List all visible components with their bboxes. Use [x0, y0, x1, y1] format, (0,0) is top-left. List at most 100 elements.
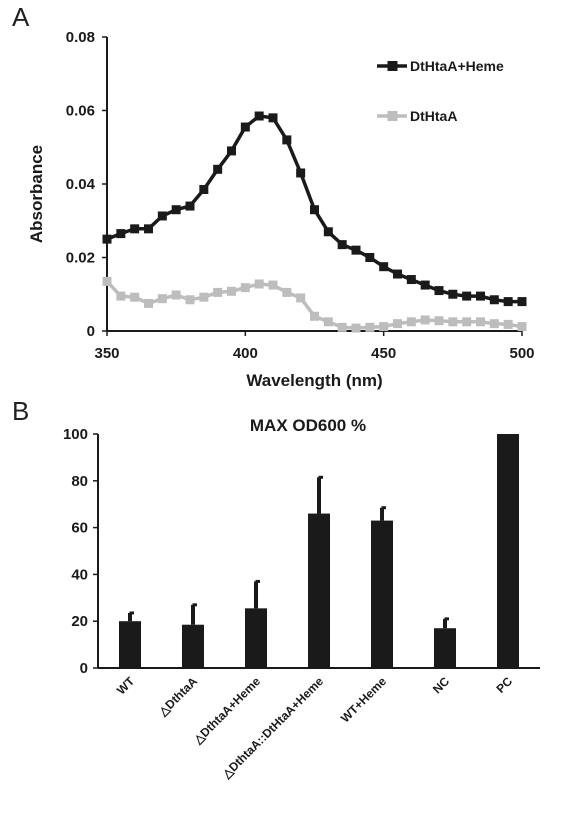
- y-tick-label: 60: [71, 520, 88, 537]
- x-tick-label: 350: [94, 345, 119, 362]
- data-point: [282, 287, 292, 297]
- data-point: [337, 240, 347, 250]
- data-point: [130, 292, 140, 302]
- data-point: [379, 322, 389, 332]
- y-tick-label: 0.06: [66, 103, 95, 120]
- y-tick-label: 0.08: [66, 29, 95, 46]
- data-point: [130, 224, 140, 234]
- data-point: [240, 283, 250, 293]
- data-point: [420, 315, 430, 325]
- data-point: [434, 316, 444, 326]
- category-label: WT: [114, 674, 138, 698]
- data-point: [365, 253, 375, 262]
- data-point: [448, 317, 458, 327]
- data-point: [199, 185, 209, 195]
- y-tick-label: 40: [71, 566, 88, 583]
- legend-swatch-marker: [387, 61, 398, 71]
- y-tick-label: 0: [80, 660, 88, 677]
- data-point: [517, 322, 527, 332]
- data-point: [240, 122, 250, 132]
- data-point: [157, 294, 167, 304]
- data-point: [144, 298, 153, 308]
- data-point: [268, 280, 278, 290]
- data-point: [323, 227, 333, 237]
- data-point: [157, 211, 167, 221]
- bar: [371, 520, 393, 668]
- category-label: WT+Heme: [338, 674, 389, 725]
- data-point: [406, 317, 416, 327]
- data-point: [144, 224, 153, 234]
- data-point: [379, 262, 389, 272]
- data-point: [282, 135, 292, 145]
- category-label: △DthtaA: [155, 674, 200, 719]
- data-point: [351, 323, 361, 333]
- data-point: [171, 205, 181, 215]
- data-point: [213, 164, 223, 174]
- x-axis-title: Wavelength (nm): [246, 371, 382, 390]
- data-point: [310, 311, 319, 321]
- bar: [119, 621, 141, 668]
- data-point: [185, 201, 195, 211]
- data-point: [476, 317, 485, 327]
- data-point: [102, 276, 112, 286]
- data-point: [296, 293, 306, 303]
- data-point: [199, 292, 209, 302]
- data-point: [351, 245, 361, 255]
- data-point: [337, 322, 347, 332]
- panel-letter-a: A: [12, 2, 30, 32]
- data-point: [365, 322, 375, 332]
- data-point: [116, 291, 126, 301]
- data-point: [116, 229, 126, 239]
- data-point: [227, 286, 236, 296]
- data-point: [448, 289, 458, 299]
- data-point: [254, 111, 264, 121]
- legend-swatch-marker: [387, 111, 398, 121]
- data-point: [476, 291, 485, 301]
- y-tick-label: 20: [71, 613, 88, 630]
- y-axis-title: Absorbance: [27, 145, 46, 243]
- absorbance-spectrum-chart: 0 0.02 0.04 0.06 0.08 350 400 450 500 Wavelength …: [27, 29, 535, 390]
- x-tick-label: 500: [509, 345, 534, 362]
- data-point: [462, 317, 472, 327]
- data-point: [406, 275, 416, 285]
- data-point: [102, 234, 112, 244]
- panel-letter-b: B: [12, 396, 29, 426]
- y-tick-label: 0: [87, 323, 95, 340]
- data-point: [227, 146, 236, 156]
- data-point: [517, 297, 527, 307]
- y-tick-label: 0.04: [66, 176, 96, 193]
- data-point: [393, 319, 402, 329]
- legend-label: DtHtaA: [410, 108, 457, 124]
- bar: [497, 434, 519, 668]
- data-point: [171, 290, 181, 300]
- category-label: △DthtaA+Heme: [190, 674, 263, 747]
- data-point: [434, 286, 444, 296]
- data-point: [296, 168, 306, 178]
- data-point: [268, 113, 278, 123]
- legend-label: DtHtaA+Heme: [410, 58, 504, 74]
- data-point: [503, 297, 513, 307]
- category-label: △DthtaA::DtHtaA+Heme: [219, 674, 327, 782]
- bar: [182, 624, 204, 668]
- series-line: [105, 280, 523, 330]
- data-point: [254, 279, 264, 289]
- data-point: [462, 291, 472, 301]
- bar: [308, 513, 330, 668]
- data-point: [489, 319, 499, 329]
- bar: [245, 608, 267, 668]
- chart-title: MAX OD600 %: [250, 416, 366, 435]
- x-tick-label: 450: [371, 345, 396, 362]
- y-tick-label: 100: [63, 426, 88, 443]
- y-tick-label: 0.02: [66, 250, 95, 267]
- data-point: [213, 287, 223, 297]
- data-point: [503, 319, 513, 329]
- data-point: [310, 205, 319, 215]
- max-od600-bar-chart: MAX OD600 % 0 20 40 60 80 100 WT △DthtaA△DthtaA+…: [63, 416, 540, 782]
- category-label: PC: [493, 674, 515, 696]
- data-point: [323, 317, 333, 327]
- data-point: [489, 295, 499, 305]
- bar: [434, 628, 456, 668]
- x-tick-label: 400: [233, 345, 258, 362]
- data-point: [185, 295, 195, 305]
